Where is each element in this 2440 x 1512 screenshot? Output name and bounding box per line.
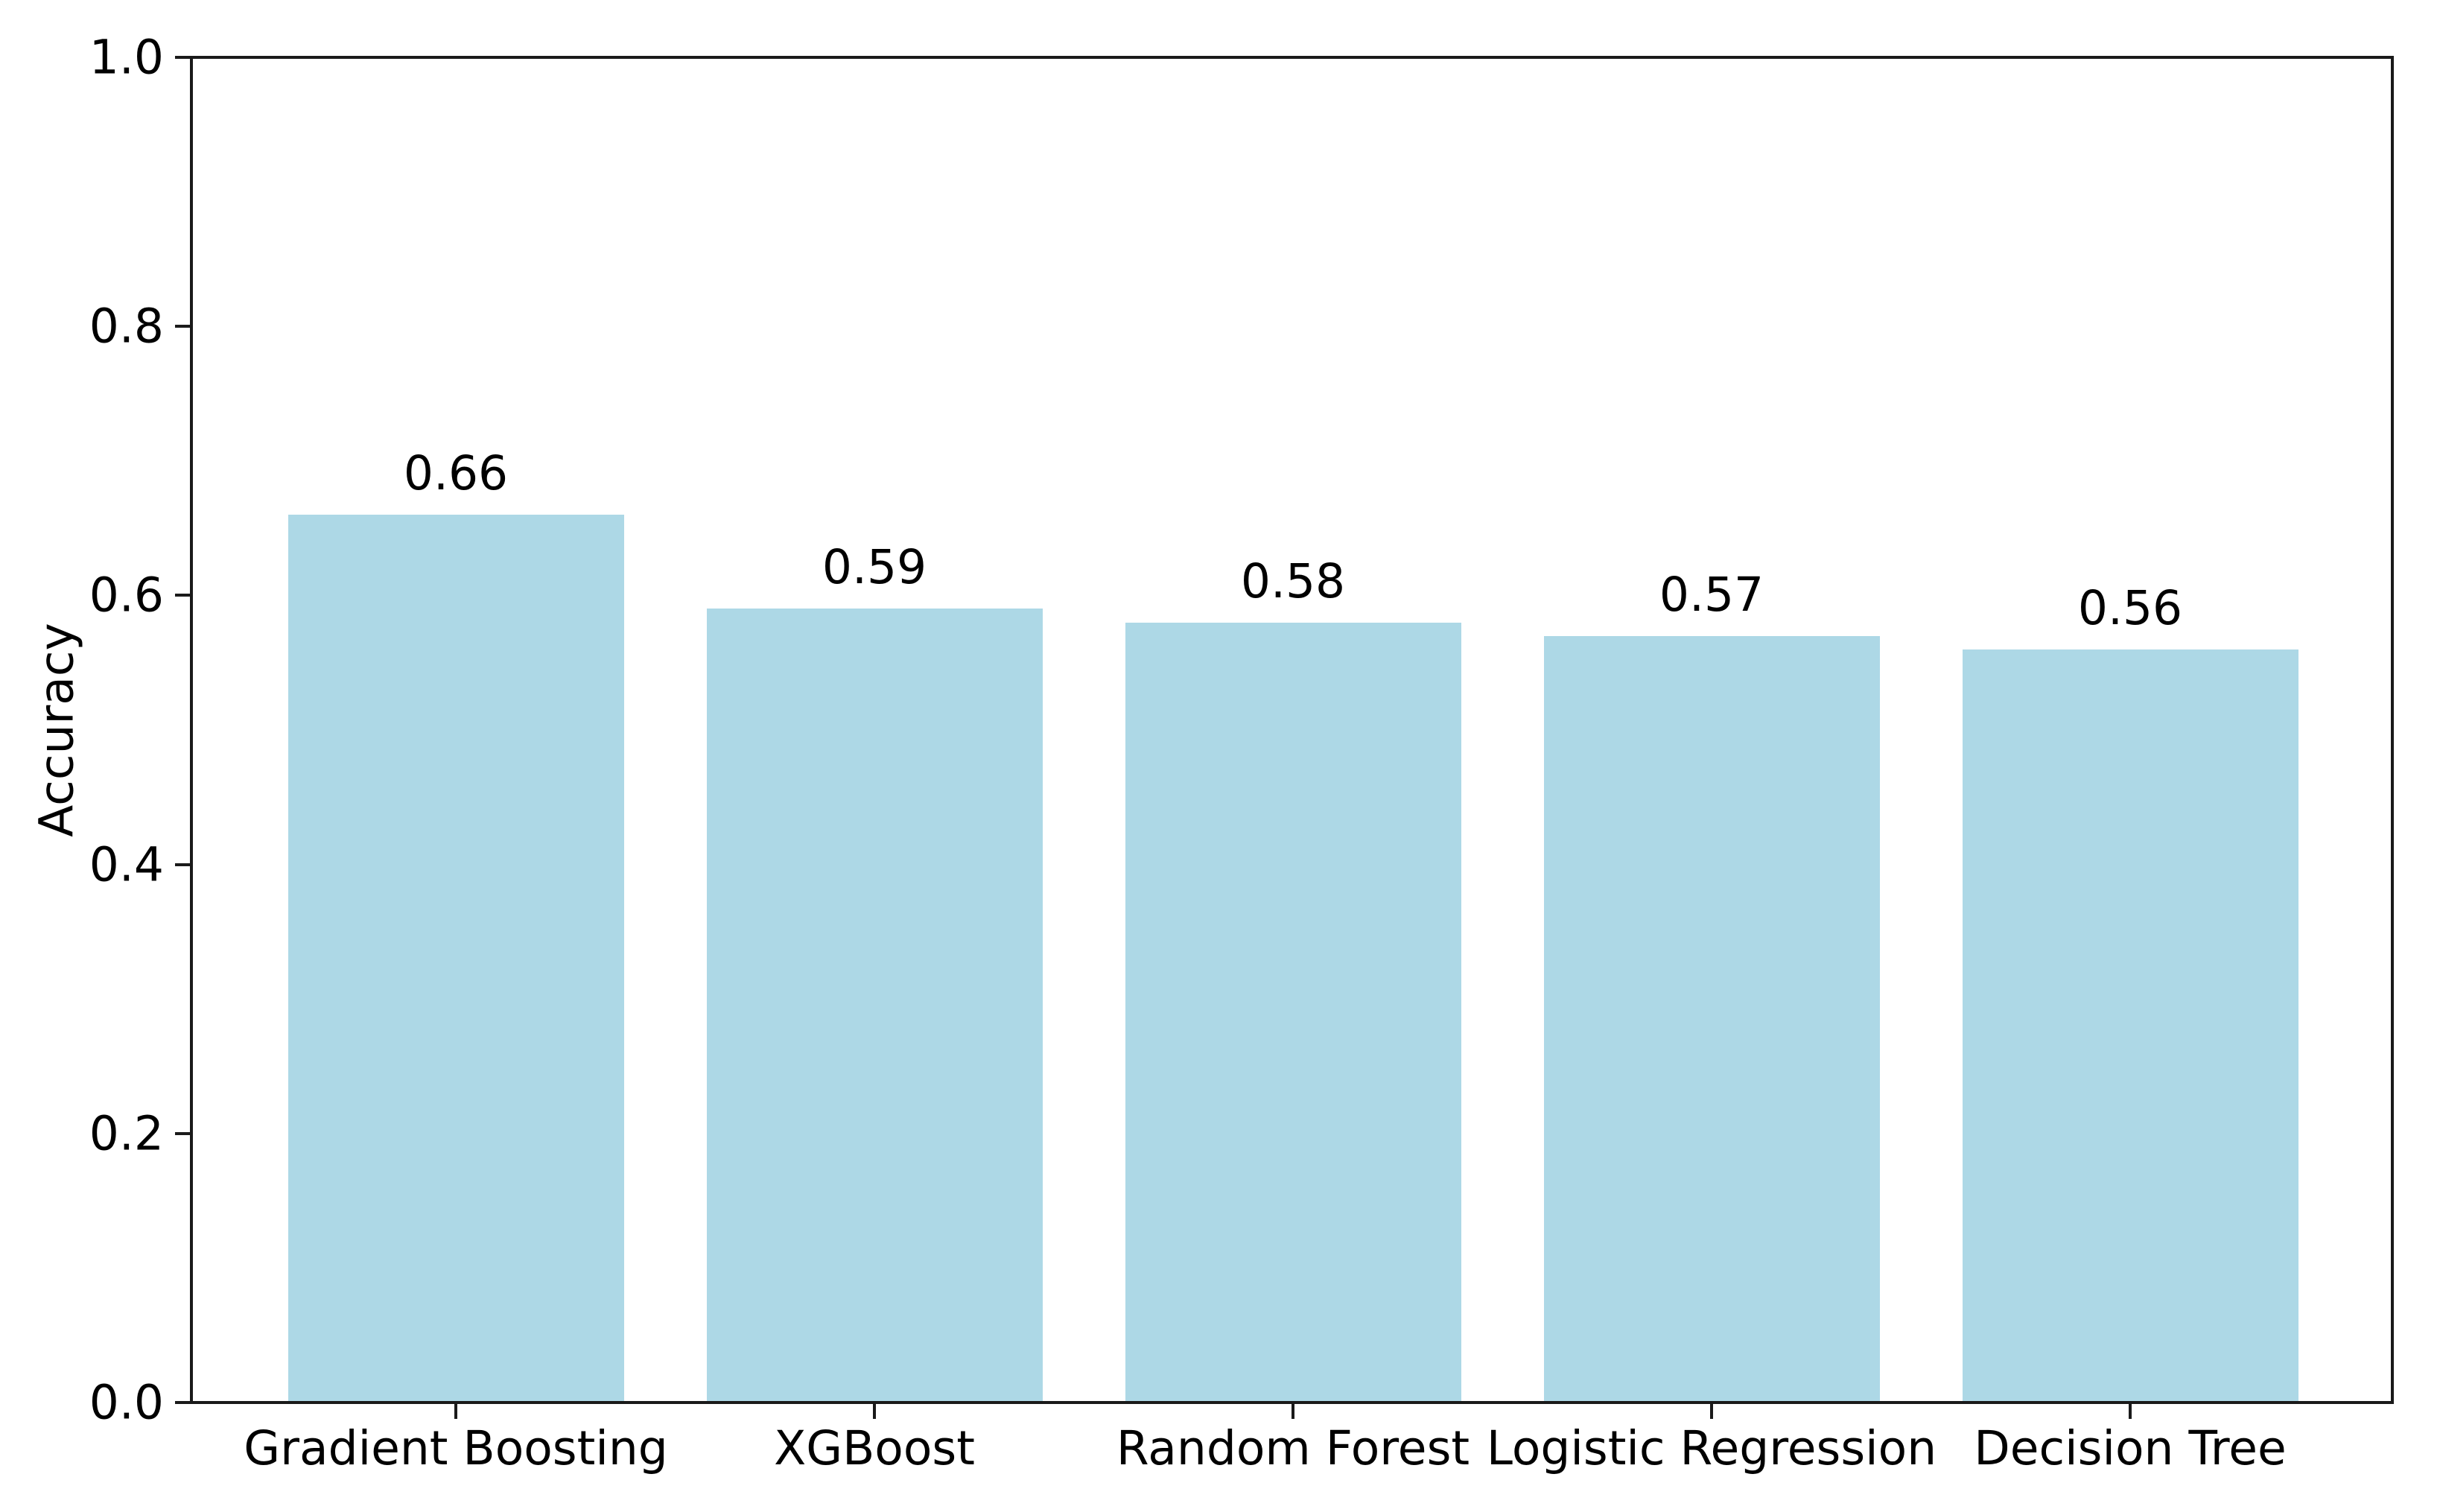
x-tick-mark	[454, 1404, 457, 1419]
x-tick-mark	[2129, 1404, 2132, 1419]
bar-value-label: 0.59	[822, 540, 927, 595]
y-tick-label: 0.4	[89, 837, 164, 892]
bar-logistic-regression	[1543, 635, 1880, 1403]
y-tick-label: 0.6	[89, 568, 164, 623]
y-axis-label: Accuracy	[29, 623, 84, 837]
x-tick-label-decision-tree: Decision Tree	[1974, 1421, 2287, 1476]
x-tick-mark	[1710, 1404, 1713, 1419]
bar-value-label: 0.57	[1659, 567, 1764, 622]
y-tick-label: 0.0	[89, 1375, 164, 1430]
y-tick-mark	[175, 863, 191, 866]
y-tick-label: 0.8	[89, 299, 164, 354]
bar-value-label: 0.66	[403, 446, 509, 501]
x-tick-label-random-forest: Random Forest	[1116, 1421, 1470, 1476]
x-tick-label-xgboost: XGBoost	[774, 1421, 975, 1476]
bar-decision-tree	[1962, 649, 2298, 1403]
y-tick-mark	[175, 325, 191, 328]
bar-xgboost	[706, 609, 1043, 1403]
bar-value-label: 0.58	[1240, 553, 1346, 609]
y-tick-mark	[175, 56, 191, 59]
x-tick-mark	[1292, 1404, 1294, 1419]
x-tick-label-gradient-boosting: Gradient Boosting	[244, 1421, 668, 1476]
y-tick-mark	[175, 1401, 191, 1404]
y-tick-label: 0.2	[89, 1106, 164, 1161]
x-tick-label-logistic-regression: Logistic Regression	[1486, 1421, 1937, 1476]
bar-value-label: 0.56	[2077, 580, 2183, 635]
y-tick-label: 1.0	[89, 30, 164, 85]
y-tick-mark	[175, 594, 191, 597]
bar-gradient-boosting	[287, 515, 624, 1403]
y-tick-mark	[175, 1131, 191, 1135]
x-tick-mark	[873, 1404, 876, 1419]
bar-random-forest	[1125, 622, 1461, 1403]
